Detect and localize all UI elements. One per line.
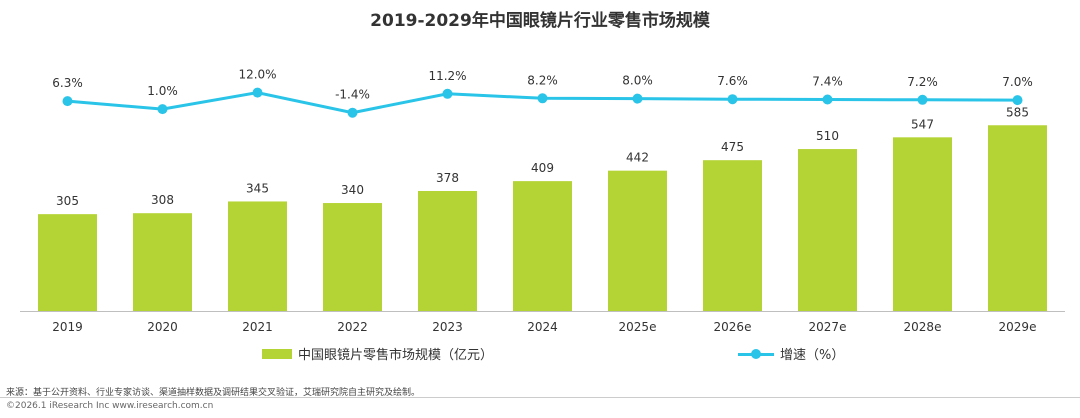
bar-value-label: 378	[436, 171, 459, 185]
x-tick-label: 2021	[242, 320, 273, 334]
legend-item-bar: 中国眼镜片零售市场规模（亿元）	[262, 344, 493, 363]
legend-item-line: 增速（%）	[738, 344, 844, 363]
bar-2020	[133, 213, 192, 311]
growth-value-label: -1.4%	[335, 88, 370, 102]
x-tick-label: 2027e	[809, 320, 847, 334]
growth-value-label: 7.0%	[1002, 75, 1033, 89]
x-tick-label: 2019	[52, 320, 83, 334]
bar-2026e	[703, 160, 762, 311]
x-tick-label: 2028e	[904, 320, 942, 334]
legend-line-swatch	[738, 348, 774, 360]
x-tick-label: 2029e	[999, 320, 1037, 334]
growth-value-label: 11.2%	[428, 69, 466, 83]
bar-2019	[38, 214, 97, 311]
growth-value-label: 1.0%	[147, 84, 178, 98]
footer-divider	[0, 397, 1080, 398]
growth-point-2023	[442, 88, 453, 99]
bar-value-label: 510	[816, 129, 839, 143]
bar-2023	[418, 190, 477, 311]
x-tick-label: 2023	[432, 320, 463, 334]
growth-point-2024	[537, 93, 548, 104]
x-tick-label: 2025e	[619, 320, 657, 334]
growth-value-label: 6.3%	[52, 76, 83, 90]
copyright-note: ©2026.1 iResearch Inc www.iresearch.com.…	[6, 401, 214, 411]
bar-2025e	[608, 170, 667, 311]
bar-value-label: 442	[626, 151, 649, 165]
legend-bar-swatch	[262, 348, 292, 359]
bar-value-label: 340	[341, 183, 364, 197]
growth-point-2028e	[917, 94, 928, 105]
bar-value-label: 345	[246, 181, 269, 195]
x-tick-label: 2020	[147, 320, 178, 334]
x-tick-label: 2022	[337, 320, 368, 334]
x-tick-label: 2026e	[714, 320, 752, 334]
bar-2027e	[798, 149, 857, 311]
bar-2021	[228, 201, 287, 311]
legend-label-bar: 中国眼镜片零售市场规模（亿元）	[298, 348, 494, 363]
source-note: 来源：基于公开资料、行业专家访谈、渠道抽样数据及调研结果交叉验证，艾瑞研究院自主…	[6, 388, 421, 398]
growth-point-2025e	[632, 93, 643, 104]
growth-point-2021	[252, 87, 263, 98]
growth-point-2029e	[1012, 95, 1023, 106]
growth-value-label: 7.2%	[907, 75, 938, 89]
growth-value-label: 12.0%	[238, 68, 276, 82]
chart-canvas: 305 2019 308 2020 345 2021 340 2022 378 2023 409 20…	[20, 68, 1065, 334]
chart-title: 2019-2029年中国眼镜片行业零售市场规模	[370, 11, 710, 31]
bar-2028e	[893, 137, 952, 311]
growth-point-2019	[62, 96, 73, 107]
bar-value-label: 305	[56, 194, 79, 208]
bar-2024	[513, 181, 572, 311]
growth-point-2020	[157, 104, 168, 115]
bar-2022	[323, 203, 382, 311]
growth-point-2022	[347, 107, 358, 118]
bar-value-label: 308	[151, 193, 174, 207]
x-tick-label: 2024	[527, 320, 558, 334]
growth-value-label: 8.0%	[622, 74, 653, 88]
bar-value-label: 475	[721, 140, 744, 154]
bar-2029e	[988, 125, 1047, 311]
bar-value-label: 409	[531, 161, 554, 175]
growth-value-label: 7.4%	[812, 75, 843, 89]
growth-value-label: 8.2%	[527, 73, 558, 87]
growth-value-label: 7.6%	[717, 74, 748, 88]
growth-point-2026e	[727, 94, 738, 105]
growth-point-2027e	[822, 94, 833, 105]
legend-label-line: 增速（%）	[780, 348, 845, 363]
bar-value-label: 547	[911, 117, 934, 131]
bar-value-label: 585	[1006, 105, 1029, 119]
